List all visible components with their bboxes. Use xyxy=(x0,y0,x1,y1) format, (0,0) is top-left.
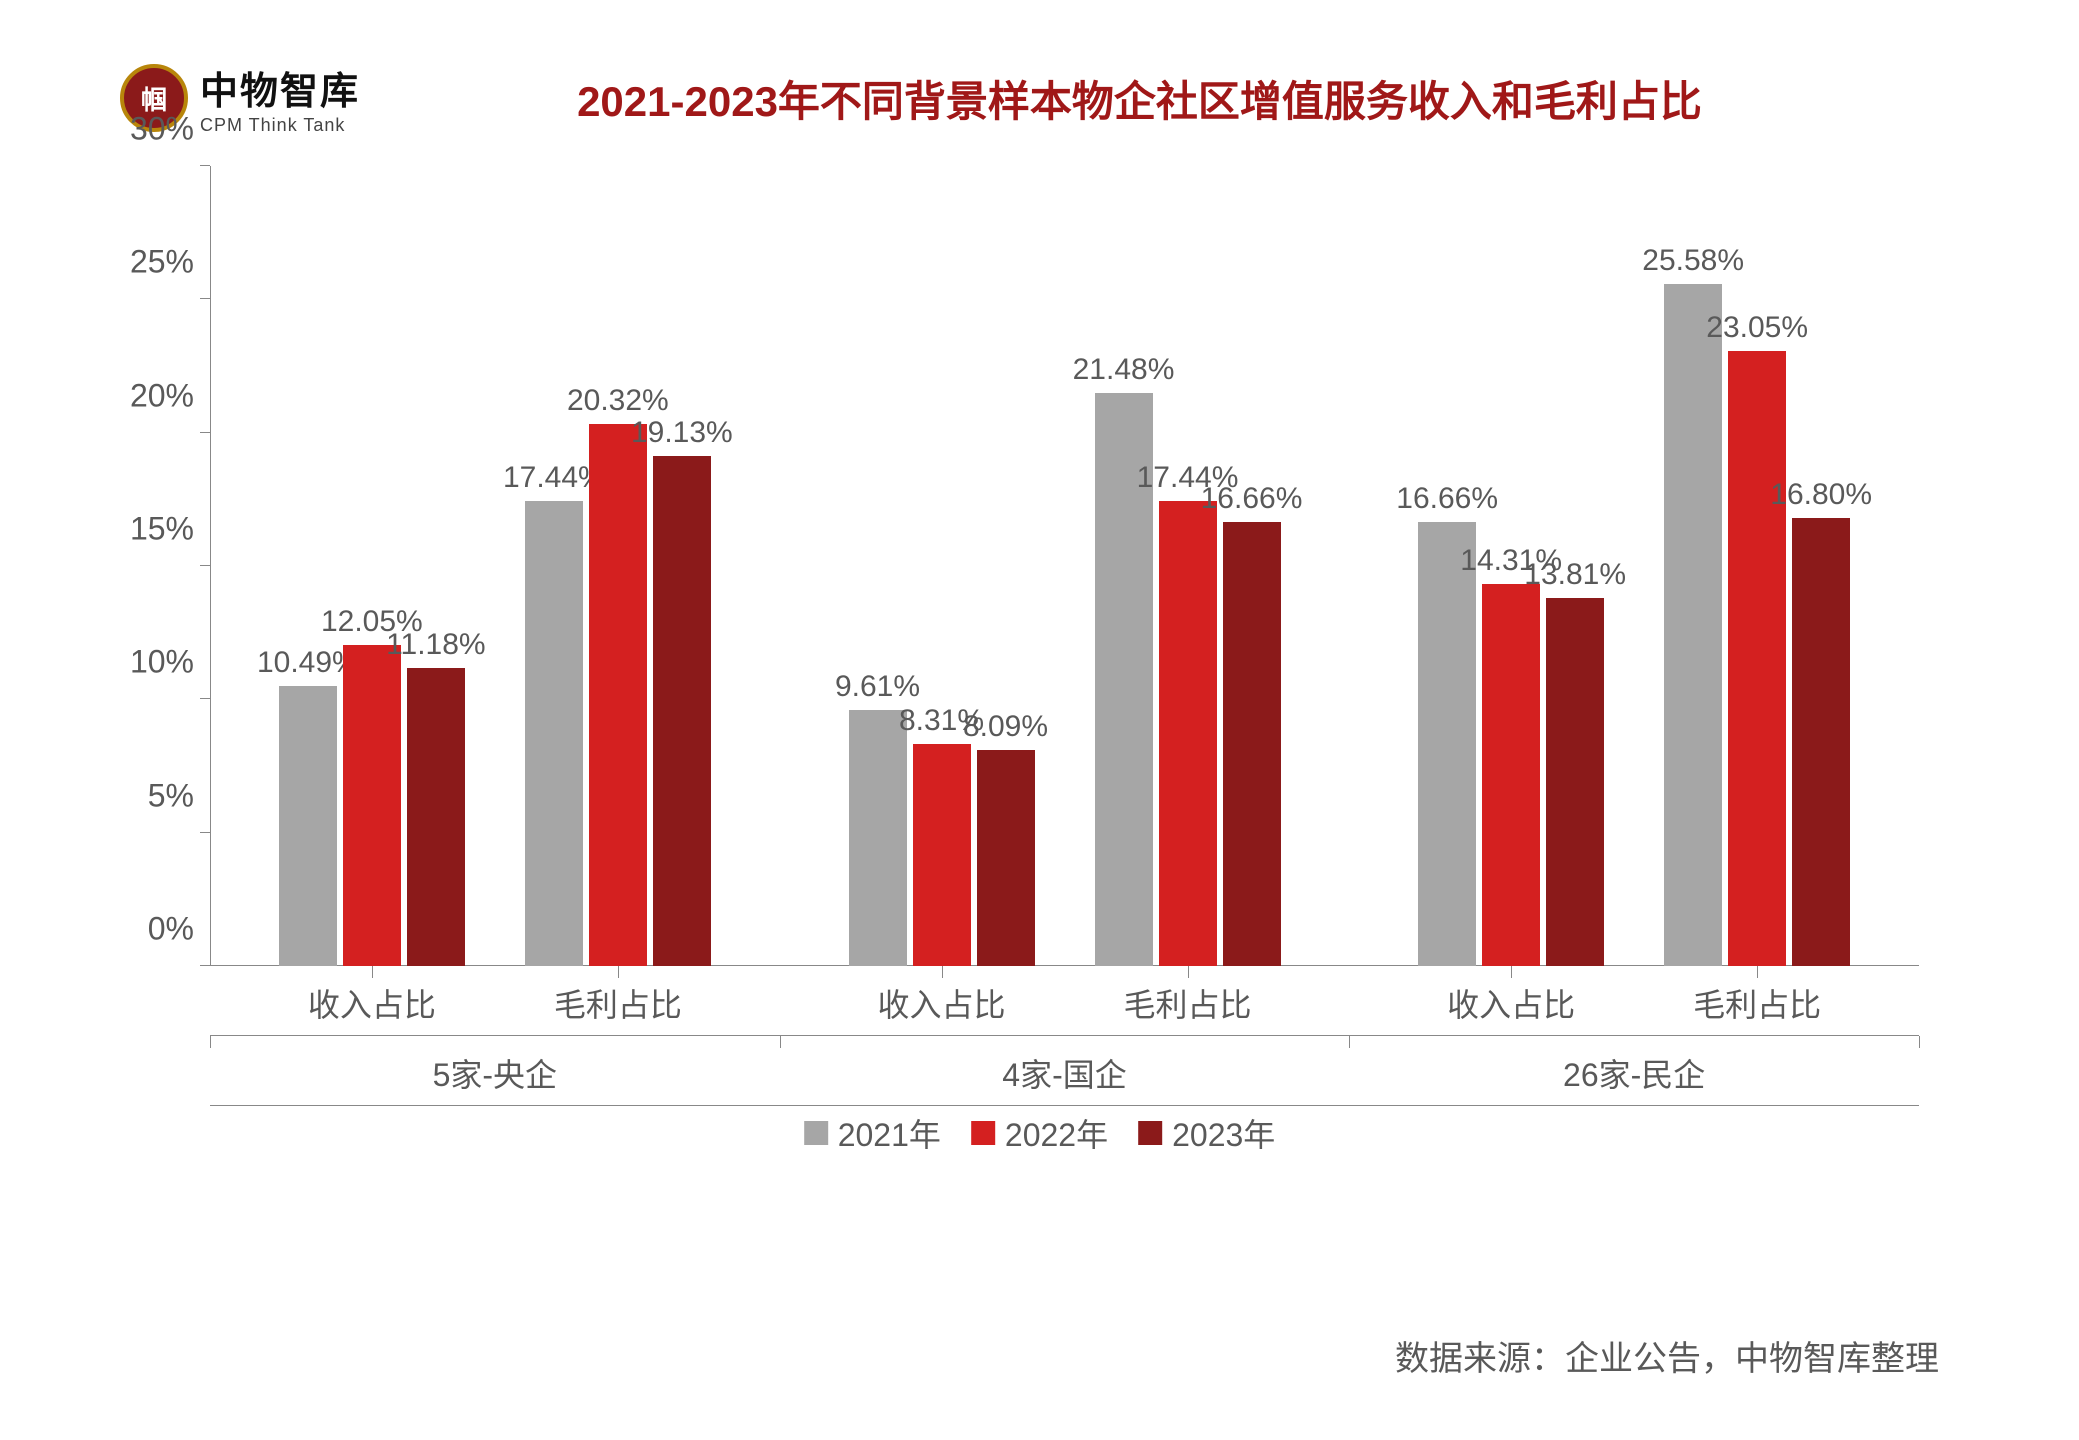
bar-cluster: 21.48%17.44%16.66% xyxy=(1095,393,1281,966)
bar: 17.44% xyxy=(1159,501,1217,966)
x-subgroup-label: 收入占比 xyxy=(1447,980,1575,1026)
bar-value-label: 21.48% xyxy=(1073,353,1175,387)
y-tick-label: 25% xyxy=(130,244,194,281)
y-tick-label: 5% xyxy=(148,777,194,814)
bar: 10.49% xyxy=(279,686,337,966)
bar-value-label: 8.09% xyxy=(963,710,1048,744)
bar: 16.66% xyxy=(1223,522,1281,966)
bar-value-label: 19.13% xyxy=(631,416,733,450)
bar: 8.31% xyxy=(913,744,971,966)
y-tick-label: 15% xyxy=(130,511,194,548)
bar-value-label: 25.58% xyxy=(1642,244,1744,278)
legend-label: 2021年 xyxy=(838,1110,941,1156)
x-group-label: 4家-国企 xyxy=(1002,1050,1126,1096)
bar-value-label: 16.80% xyxy=(1770,478,1872,512)
legend-swatch xyxy=(1138,1121,1162,1145)
bar-cluster: 10.49%12.05%11.18% xyxy=(279,645,465,966)
bar-value-label: 13.81% xyxy=(1524,558,1626,592)
y-tick-label: 20% xyxy=(130,377,194,414)
bar: 23.05% xyxy=(1728,351,1786,966)
legend-item: 2023年 xyxy=(1138,1110,1275,1156)
y-tick-label: 0% xyxy=(148,911,194,948)
bar: 12.05% xyxy=(343,645,401,966)
legend-label: 2023年 xyxy=(1172,1110,1275,1156)
chart: 0%5%10%15%20%25%30% 10.49%12.05%11.18%收入… xyxy=(120,146,1959,1196)
x-subgroup-label: 毛利占比 xyxy=(554,980,682,1026)
x-subgroup-label: 收入占比 xyxy=(308,980,436,1026)
bar: 16.66% xyxy=(1418,522,1476,966)
x-subgroup-label: 毛利占比 xyxy=(1693,980,1821,1026)
x-group-label: 26家-民企 xyxy=(1563,1050,1705,1096)
legend-item: 2022年 xyxy=(971,1110,1108,1156)
legend-swatch xyxy=(804,1121,828,1145)
bar-value-label: 23.05% xyxy=(1706,311,1808,345)
bar: 17.44% xyxy=(525,501,583,966)
chart-title: 2021-2023年不同背景样本物企社区增值服务收入和毛利占比 xyxy=(320,68,1959,129)
x-subgroup-label: 收入占比 xyxy=(877,980,1005,1026)
bar-value-label: 20.32% xyxy=(567,384,669,418)
bar-value-label: 9.61% xyxy=(835,670,920,704)
x-axis-line xyxy=(210,965,1919,966)
bar: 20.32% xyxy=(589,424,647,966)
legend: 2021年 2022年 2023年 xyxy=(804,1110,1276,1156)
bar: 8.09% xyxy=(977,750,1035,966)
bar: 13.81% xyxy=(1546,598,1604,966)
plot-area: 10.49%12.05%11.18%收入占比17.44%20.32%19.13%… xyxy=(210,166,1919,966)
bar: 14.31% xyxy=(1482,584,1540,966)
bar: 11.18% xyxy=(407,668,465,966)
bar-cluster: 17.44%20.32%19.13% xyxy=(525,424,711,966)
bar-cluster: 25.58%23.05%16.80% xyxy=(1664,284,1850,966)
bar-cluster: 16.66%14.31%13.81% xyxy=(1418,522,1604,966)
legend-swatch xyxy=(971,1121,995,1145)
data-source: 数据来源：企业公告，中物智库整理 xyxy=(1395,1331,1939,1380)
bar: 19.13% xyxy=(653,456,711,966)
legend-label: 2022年 xyxy=(1005,1110,1108,1156)
bar-cluster: 9.61%8.31%8.09% xyxy=(849,710,1035,966)
legend-item: 2021年 xyxy=(804,1110,941,1156)
x-subgroup-label: 毛利占比 xyxy=(1123,980,1251,1026)
bar: 9.61% xyxy=(849,710,907,966)
x-group-label: 5家-央企 xyxy=(433,1050,557,1096)
bar: 16.80% xyxy=(1792,518,1850,966)
y-tick-label: 10% xyxy=(130,644,194,681)
bar: 25.58% xyxy=(1664,284,1722,966)
header: 帼 中物智库 CPM Think Tank 2021-2023年不同背景样本物企… xyxy=(120,60,1959,136)
bar-value-label: 16.66% xyxy=(1201,482,1303,516)
y-axis: 0%5%10%15%20%25%30% xyxy=(120,166,200,966)
y-tick-label: 30% xyxy=(130,111,194,148)
bar-value-label: 16.66% xyxy=(1396,482,1498,516)
bar-value-label: 11.18% xyxy=(386,628,486,662)
